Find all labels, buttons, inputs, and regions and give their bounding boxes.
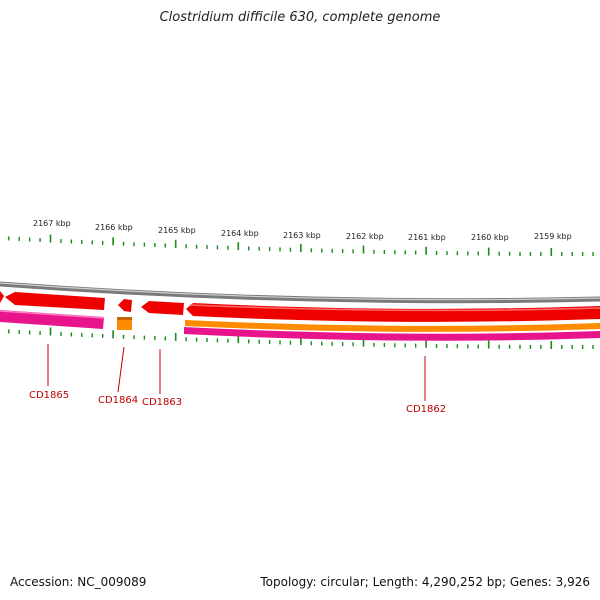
genome-summary-text: Topology: circular; Length: 4,290,252 bp…	[260, 575, 590, 589]
cds-cd1863	[141, 301, 184, 315]
scale-label-2163: 2163 kbp	[283, 231, 321, 240]
cds-cd1862	[186, 303, 600, 322]
scale-ticks-bottom	[8, 327, 594, 349]
rna-feature-cd1862	[184, 327, 600, 341]
scale-label-2159: 2159 kbp	[534, 232, 572, 241]
gene-label-cd1865: CD1865	[29, 390, 69, 401]
cds-feature-left-edge	[0, 291, 4, 303]
scale-label-2161: 2161 kbp	[408, 233, 446, 242]
leader-cd1864	[117, 346, 125, 393]
map-title: Clostridium difficile 630, complete geno…	[159, 10, 441, 25]
cds-highlight	[189, 304, 600, 312]
scale-label-2165: 2165 kbp	[158, 226, 196, 235]
cds-cd1864	[118, 299, 132, 312]
gene-cd1864-shade	[117, 317, 132, 320]
scale-ticks-top	[8, 234, 594, 256]
scale-label-2164: 2164 kbp	[221, 229, 259, 238]
gene-cd1864	[117, 317, 132, 330]
genome-backbone-highlight	[0, 282, 600, 301]
gene-cd1862	[185, 320, 600, 332]
rna-feature-cd1865-highlight	[0, 310, 105, 319]
scale-label-2167: 2167 kbp	[33, 219, 71, 228]
gene-label-cd1864: CD1864	[98, 395, 138, 406]
accession-text: Accession: NC_009089	[10, 575, 147, 589]
scale-label-2166: 2166 kbp	[95, 223, 133, 232]
gene-label-cd1862: CD1862	[406, 404, 446, 415]
scale-label-2162: 2162 kbp	[346, 232, 384, 241]
gene-label-cd1863: CD1863	[142, 397, 182, 408]
rna-feature-cd1865	[0, 310, 104, 329]
cds-cd1865	[5, 292, 105, 310]
genome-backbone	[0, 281, 600, 304]
scale-label-2160: 2160 kbp	[471, 233, 509, 242]
